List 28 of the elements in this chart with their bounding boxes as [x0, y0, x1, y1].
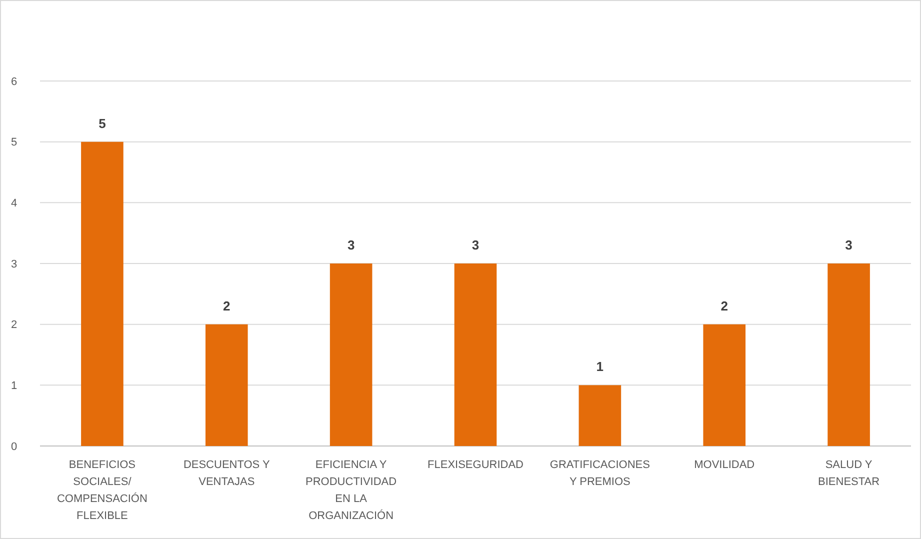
- data-label: 5: [98, 116, 106, 131]
- y-tick-label: 4: [10, 198, 18, 210]
- y-tick-label: 6: [10, 76, 18, 88]
- bar: [81, 142, 124, 446]
- data-label: 2: [720, 298, 728, 314]
- bar: [703, 324, 746, 446]
- x-tick-label: SALUD Y BIENESTAR: [818, 459, 880, 488]
- x-tick-label: DESCUENTOS Y VENTAJAS: [183, 459, 270, 488]
- data-label: 3: [472, 238, 480, 252]
- y-tick-label: 3: [10, 258, 18, 270]
- y-tick-label: 1: [10, 380, 18, 392]
- x-tick-label: BENEFICIOS SOCIALES/ COMPENSACIÓN FLEXIBLE: [56, 459, 148, 522]
- x-tick-label: FLEXISEGURIDAD: [428, 459, 524, 471]
- bar: [828, 264, 870, 446]
- bar: [205, 324, 248, 446]
- x-tick-label: MOVILIDAD: [694, 459, 755, 471]
- bar: [578, 385, 622, 446]
- y-tick-label: 5: [10, 136, 18, 149]
- bar: [330, 264, 372, 446]
- y-tick-label: 2: [10, 319, 18, 332]
- y-tick-label: 0: [10, 440, 18, 453]
- data-label: 1: [596, 359, 604, 374]
- data-label: 2: [223, 298, 230, 314]
- bar: [454, 264, 497, 446]
- x-tick-label: EFICIENCIA Y PRODUCTIVIDAD EN LA ORGANIZACIÓN: [306, 459, 397, 522]
- x-tick-label: GRATIFICACIONES Y PREMIOS: [550, 459, 650, 488]
- data-label: 3: [845, 238, 852, 252]
- data-label: 3: [347, 238, 355, 252]
